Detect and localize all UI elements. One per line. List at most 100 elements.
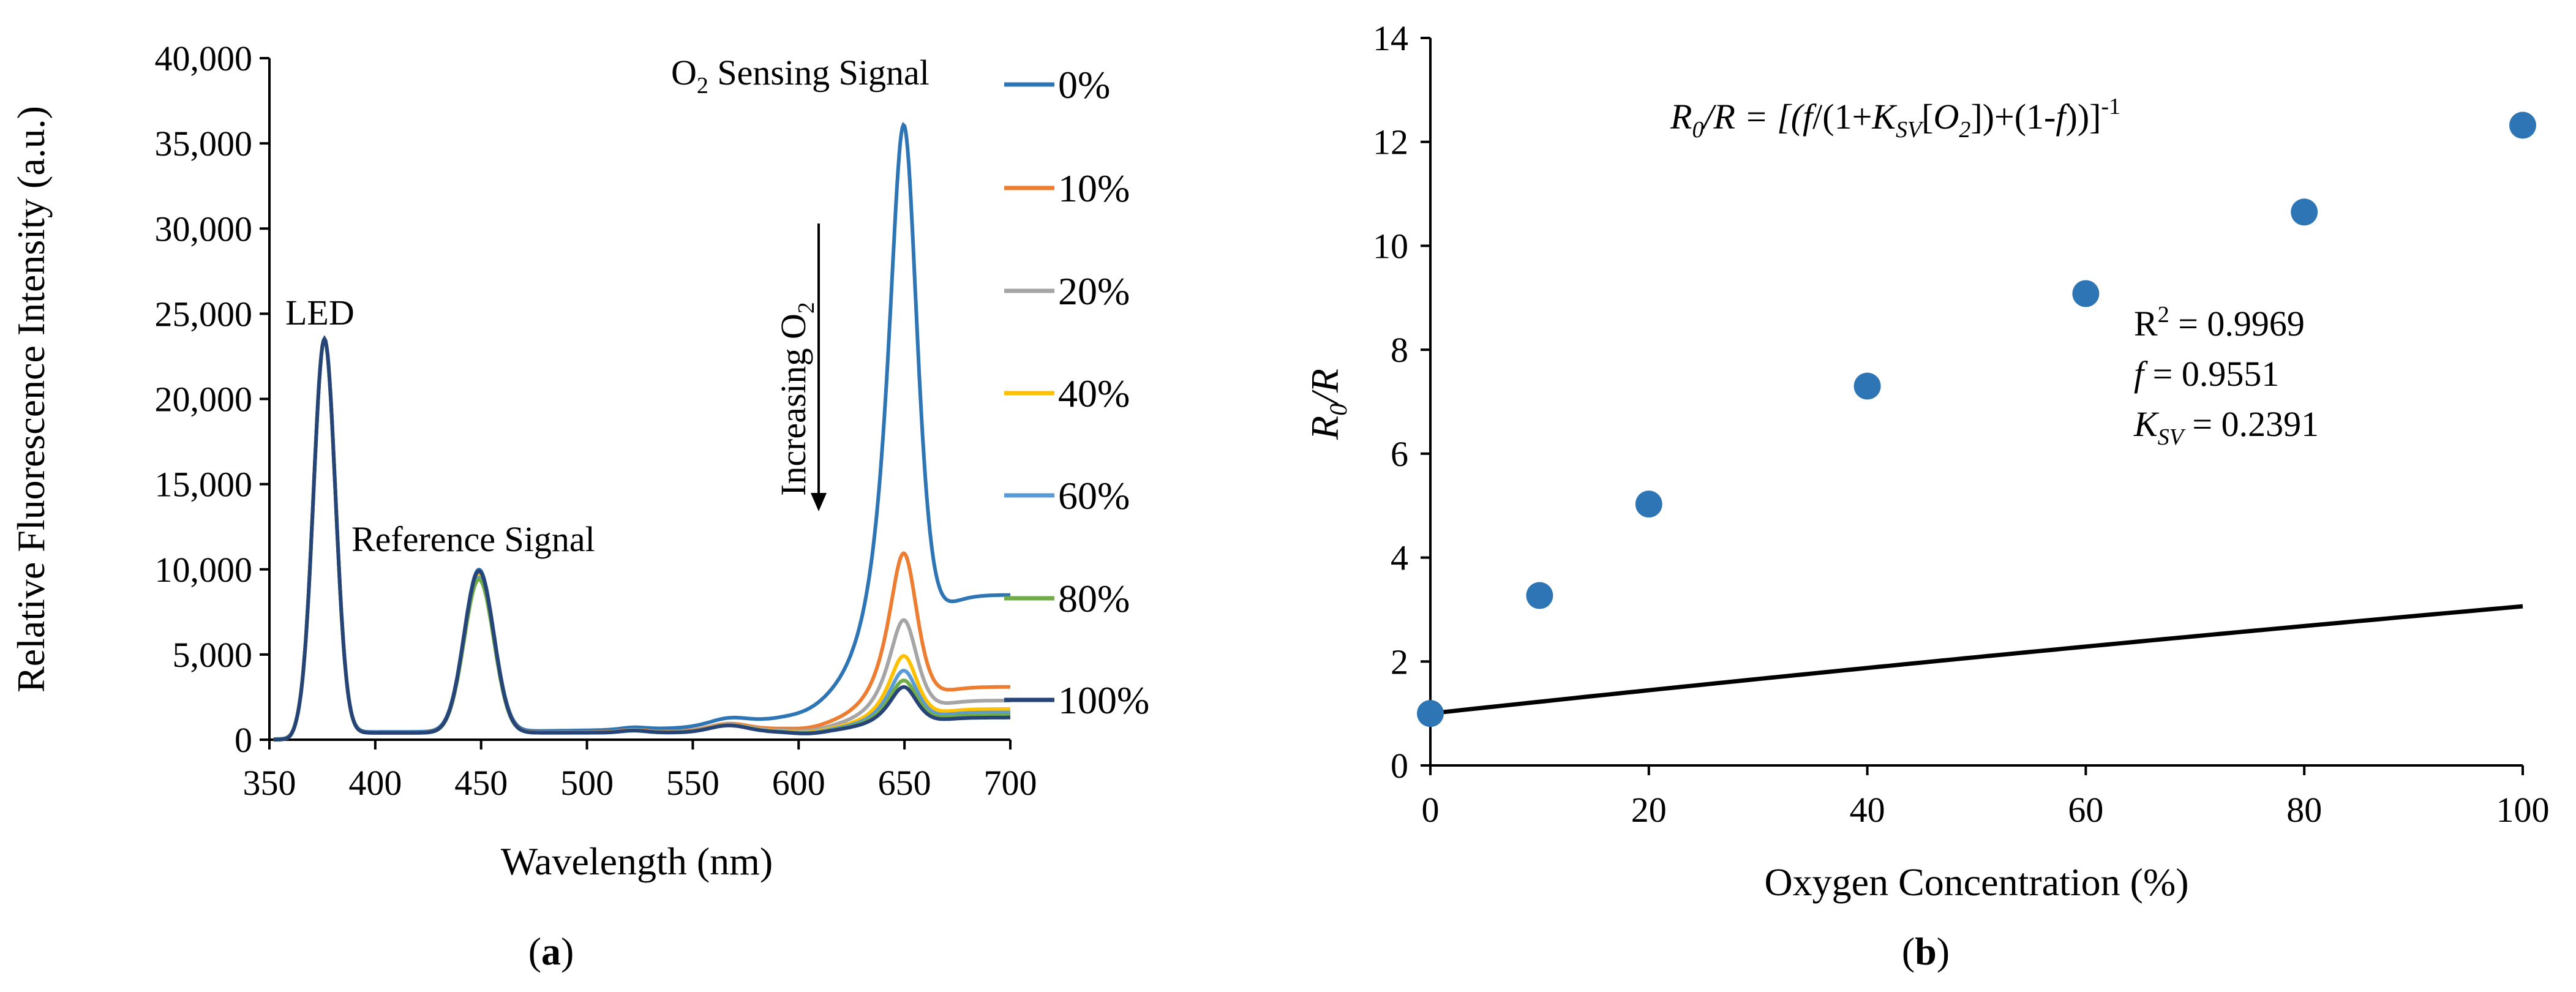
- chart-a-x-axis-label: Wavelength (nm): [501, 840, 773, 883]
- stat-ksv-value: = 0.2391: [2184, 404, 2319, 444]
- data-point: [2291, 198, 2318, 226]
- chart-a-y-tick-label: 10,000: [155, 550, 253, 590]
- chart-b-x-tick-label: 40: [1850, 790, 1885, 830]
- chart-b-y-tick-label: 4: [1391, 538, 1408, 578]
- annotation-o2-sensing-rest: Sensing Signal: [708, 53, 929, 92]
- chart-b-y-tick-label: 6: [1391, 434, 1408, 474]
- stat-ksv-sub: SV: [2158, 424, 2186, 450]
- eq-bracket: [: [1921, 97, 1933, 137]
- data-point: [2072, 280, 2100, 307]
- chart-a-y-tick-label: 0: [235, 720, 252, 760]
- chart-b-x-tick-label: 60: [2068, 790, 2103, 830]
- chart-b-ylabel-sub: 0: [1324, 404, 1352, 416]
- eq-part4: /(1+: [1812, 97, 1872, 137]
- panel-a: 0 5,000 10,000 15,000 20,000 25,000 30,000 35,0…: [9, 39, 1149, 973]
- eq-sup: -1: [2101, 94, 2120, 119]
- chart-b-y-tick-label: 8: [1391, 330, 1408, 370]
- eq-part10: ))]: [2066, 97, 2101, 137]
- annotation-led: LED: [285, 293, 355, 333]
- annotation-arrow-head: [811, 493, 827, 511]
- equation-annotation: R0/R = [(f/(1+KSV[O2])+(1-f))]-1: [1670, 94, 2120, 143]
- data-point: [1526, 582, 1553, 609]
- panel-label-a-close: ): [561, 930, 574, 973]
- stat-f-value: = 0.9551: [2144, 354, 2279, 394]
- stat-r2-r: R: [2134, 304, 2158, 344]
- chart-a-x-tick-label: 400: [348, 763, 402, 803]
- chart-a-y-tick-label: 25,000: [155, 294, 253, 334]
- chart-a-x-tick-label: 350: [243, 763, 296, 803]
- chart-b-fit-curve: [1430, 604, 2523, 716]
- chart-b-ylabel-tail: /R: [1303, 369, 1346, 405]
- chart-a-x-tick-label: 600: [772, 763, 825, 803]
- annotation-increasing-text: Increasing O: [773, 314, 813, 496]
- panel-label-b-close: ): [1937, 930, 1950, 973]
- eq-r-sub: 0: [1692, 117, 1703, 143]
- stat-ksv-symbol: K: [2133, 404, 2160, 444]
- chart-a-x-tick-label: 550: [666, 763, 719, 803]
- chart-a-y-ticks: 0 5,000 10,000 15,000 20,000 25,000 30,000 35,0…: [155, 39, 269, 760]
- chart-b-y-tick-label: 0: [1391, 746, 1408, 786]
- eq-part8: ])+(1-: [1970, 97, 2056, 137]
- series-line-100pct: [273, 335, 1010, 742]
- data-point: [1635, 490, 1662, 518]
- chart-b-x-ticks: 0 20 40 60 80 100: [1422, 765, 2550, 830]
- stat-r2-sup: 2: [2158, 302, 2169, 328]
- stat-r2: R2 = 0.9969: [2134, 302, 2305, 344]
- annotation-increasing-sub: 2: [794, 302, 819, 314]
- panel-label-b-letter: b: [1915, 930, 1937, 973]
- panel-label-b: (b): [1902, 930, 1950, 973]
- stat-ksv: KSV = 0.2391: [2133, 404, 2319, 450]
- annotation-o2-sensing-sub: 2: [697, 73, 708, 99]
- data-point: [1417, 700, 1444, 727]
- chart-b-y-tick-label: 14: [1373, 18, 1408, 58]
- chart-a-x-tick-label: 450: [454, 763, 508, 803]
- eq-o: O: [1934, 97, 1959, 137]
- chart-a-y-tick-label: 35,000: [155, 124, 253, 163]
- chart-a-y-tick-label: 20,000: [155, 380, 253, 419]
- legend-label: 80%: [1058, 577, 1130, 620]
- eq-k-sub: SV: [1896, 117, 1924, 143]
- chart-b-y-ticks: 0 2 4 6 8 10 12 14: [1373, 18, 1430, 786]
- chart-a-y-tick-label: 15,000: [155, 465, 253, 505]
- chart-b-y-tick-label: 12: [1373, 122, 1408, 162]
- chart-b-x-tick-label: 100: [2496, 790, 2550, 830]
- stat-r2-value: = 0.9969: [2169, 304, 2305, 344]
- chart-a-y-tick-label: 40,000: [155, 39, 253, 78]
- chart-a-x-tick-label: 700: [984, 763, 1037, 803]
- eq-k: K: [1871, 97, 1898, 137]
- annotation-o2-sensing-signal: O2 Sensing Signal: [671, 53, 929, 99]
- legend-label: 40%: [1058, 372, 1130, 415]
- annotation-increasing-o2: Increasing O2: [773, 302, 819, 496]
- panel-label-a: (a): [528, 930, 574, 973]
- chart-b-x-tick-label: 0: [1422, 790, 1440, 830]
- chart-a-y-tick-label: 5,000: [173, 635, 253, 675]
- chart-b-y-tick-label: 10: [1373, 226, 1408, 266]
- panel-label-a-open: (: [528, 930, 541, 973]
- chart-b-x-axis-label: Oxygen Concentration (%): [1764, 860, 2188, 904]
- legend-label: 0%: [1058, 63, 1110, 107]
- panel-label-a-letter: a: [541, 930, 561, 973]
- chart-b-y-tick-label: 2: [1391, 642, 1408, 682]
- annotation-o2-sensing-o: O: [671, 53, 697, 92]
- legend-label: 60%: [1058, 474, 1130, 517]
- data-point: [1853, 372, 1881, 400]
- legend-label: 20%: [1058, 269, 1130, 313]
- chart-b-x-tick-label: 80: [2286, 790, 2322, 830]
- eq-r: R: [1670, 97, 1692, 137]
- chart-a-x-tick-label: 650: [878, 763, 931, 803]
- chart-a-series: [273, 122, 1010, 742]
- chart-b-points: [1417, 111, 2536, 727]
- data-point: [2509, 111, 2536, 139]
- stat-f: f = 0.9551: [2134, 354, 2279, 394]
- eq-part2: /R = [(: [1702, 97, 1804, 137]
- annotation-reference-signal: Reference Signal: [351, 519, 595, 559]
- chart-a-legend: 0% 10% 20% 40% 60% 80% 100%: [1004, 63, 1149, 722]
- series-line-0pct: [273, 122, 1010, 741]
- chart-a-y-axis-label: Relative Fluorescence Intensity (a.u.): [9, 106, 53, 693]
- chart-b-ylabel-r0: R: [1303, 416, 1346, 440]
- legend-label: 10%: [1058, 167, 1130, 210]
- legend-label: 100%: [1058, 678, 1149, 722]
- chart-a-x-tick-label: 500: [560, 763, 614, 803]
